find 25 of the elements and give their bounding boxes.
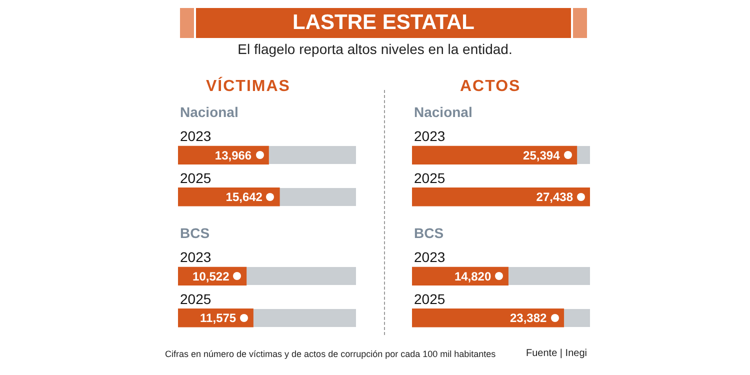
data-label: 11,575 bbox=[200, 311, 236, 326]
data-label: 25,394 bbox=[523, 148, 560, 162]
y-tick-label: 2023 bbox=[180, 128, 212, 144]
annotation: BCS bbox=[414, 225, 444, 242]
data-label: 27,438 bbox=[536, 190, 574, 204]
text: Nacional bbox=[180, 104, 238, 120]
y-tick-label: 2025 bbox=[180, 290, 212, 307]
chart-title: ACTOS bbox=[460, 78, 521, 96]
data-label: 10,522 bbox=[192, 269, 230, 284]
annotation: Cifras en número de víctimas y de actos de corrupción por cada 100 mil habitantes bbox=[165, 349, 496, 359]
y-tick-label: 2023 bbox=[180, 249, 212, 266]
data-label: 13,966 bbox=[214, 148, 252, 162]
y-tick-label: 2023 bbox=[414, 128, 446, 144]
text: Nacional bbox=[414, 104, 472, 120]
annotation: Fuente | Inegi bbox=[526, 348, 587, 359]
y-tick-label: 2025 bbox=[414, 170, 446, 186]
chart-title: VÍCTIMAS bbox=[206, 78, 290, 96]
data-label: 14,820 bbox=[454, 269, 492, 284]
annotation: BCS bbox=[180, 225, 210, 242]
y-tick-label: 2023 bbox=[414, 249, 446, 266]
data-label: 23,382 bbox=[510, 311, 548, 326]
y-tick-label: 2025 bbox=[414, 290, 446, 307]
y-tick-label: 2025 bbox=[180, 170, 212, 186]
text: El flagelo reporta altos niveles en la entidad. bbox=[236, 41, 514, 57]
data-label: 15,642 bbox=[226, 190, 263, 204]
